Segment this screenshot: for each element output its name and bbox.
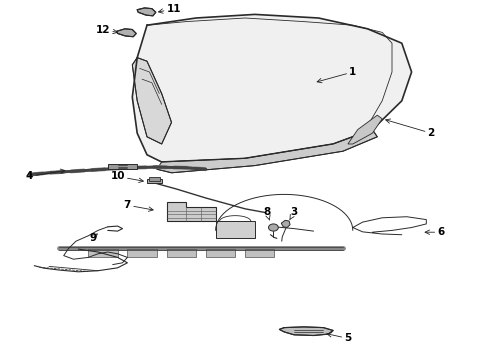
Text: 3: 3 (290, 207, 297, 220)
Polygon shape (206, 249, 235, 257)
Text: 11: 11 (158, 4, 181, 14)
Text: 10: 10 (110, 171, 144, 183)
Polygon shape (157, 130, 377, 173)
Text: 6: 6 (425, 227, 444, 237)
Polygon shape (88, 249, 118, 257)
Text: 4: 4 (25, 169, 65, 181)
Polygon shape (167, 202, 216, 221)
Polygon shape (216, 221, 255, 238)
Text: 12: 12 (96, 24, 118, 35)
Text: 2: 2 (386, 119, 435, 138)
Text: 1: 1 (317, 67, 356, 83)
Polygon shape (127, 249, 157, 257)
Text: 8: 8 (264, 207, 270, 220)
Polygon shape (245, 249, 274, 257)
Text: 9: 9 (90, 233, 98, 243)
Polygon shape (281, 220, 290, 228)
Polygon shape (108, 164, 137, 169)
Text: 5: 5 (327, 333, 351, 343)
Text: 7: 7 (123, 200, 153, 211)
Polygon shape (147, 179, 162, 183)
Polygon shape (167, 249, 196, 257)
Polygon shape (117, 29, 136, 37)
Polygon shape (348, 115, 382, 144)
Circle shape (269, 224, 278, 231)
Polygon shape (132, 58, 172, 144)
Polygon shape (279, 327, 333, 336)
Polygon shape (149, 177, 160, 181)
Polygon shape (137, 8, 156, 16)
Polygon shape (132, 14, 412, 162)
